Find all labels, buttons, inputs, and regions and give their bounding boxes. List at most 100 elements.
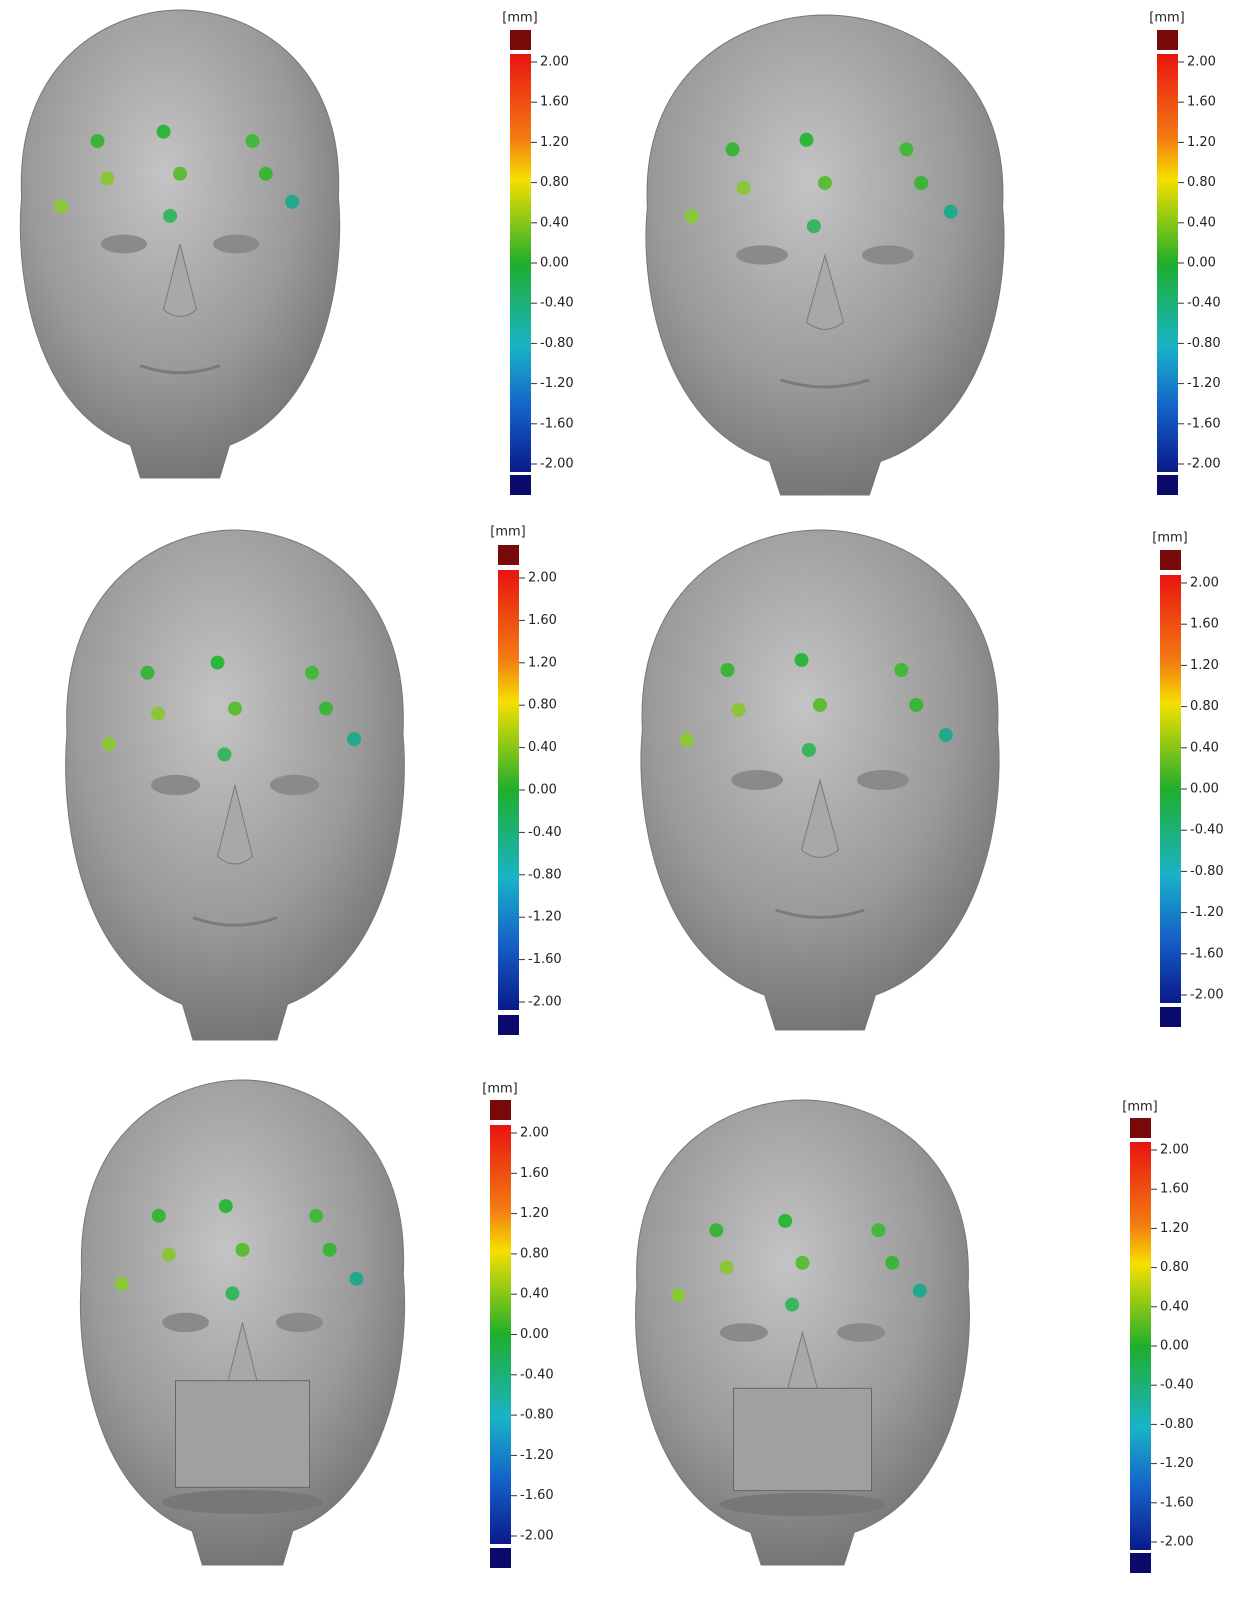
marker-spot [807, 219, 821, 233]
eye [736, 245, 788, 264]
tick-label: -1.60 [520, 1488, 554, 1503]
tick-label: -0.80 [1160, 1417, 1194, 1432]
tick-label: 1.20 [528, 655, 557, 670]
eye [862, 245, 914, 264]
overflow-high [1160, 550, 1181, 570]
marker-spot [157, 125, 171, 139]
marker-spot [685, 210, 699, 224]
marker-spot [141, 666, 155, 680]
eye [837, 1323, 885, 1342]
tick-label: 0.40 [1187, 215, 1216, 230]
unit-label: [mm] [1149, 11, 1184, 26]
tick-label: 2.00 [1187, 55, 1216, 70]
tick-label: -0.40 [520, 1367, 554, 1382]
marker-spot [115, 1277, 129, 1291]
marker-spot [795, 653, 809, 667]
overflow-low [490, 1548, 511, 1568]
tick-label: 0.80 [1190, 699, 1219, 714]
unit-label: [mm] [482, 1082, 517, 1097]
tick-label: -2.00 [1187, 457, 1221, 472]
color-scale [498, 570, 519, 1010]
marker-spot [796, 1256, 810, 1270]
tick-label: 1.60 [520, 1166, 549, 1181]
marker-spot [323, 1243, 337, 1257]
marker-spot [813, 698, 827, 712]
marker-spot [219, 1199, 233, 1213]
eye [101, 235, 147, 254]
overflow-low [1160, 1007, 1181, 1027]
figure: [mm] 2.00 1.60 1.20 0.80 0.40 0.00 -0.40 -0.80 -1… [0, 0, 1258, 1607]
tick-label: -1.20 [540, 376, 574, 391]
marker-spot [732, 703, 746, 717]
marker-spot [871, 1223, 885, 1237]
mouth-mask [734, 1388, 872, 1490]
tick-label: -0.80 [1190, 864, 1224, 879]
marker-spot [709, 1223, 723, 1237]
tick-label: 0.40 [1190, 740, 1219, 755]
tick-label: 2.00 [540, 55, 569, 70]
tick-label: 0.40 [528, 740, 557, 755]
panel: [mm]2.001.601.200.800.400.00-0.40-0.80-1… [20, 10, 573, 495]
color-scale [1130, 1142, 1151, 1550]
tick-label: -2.00 [528, 995, 562, 1010]
overflow-high [1157, 30, 1178, 50]
unit-label: [mm] [502, 11, 537, 26]
eye [270, 775, 319, 795]
mask-rim [162, 1490, 323, 1514]
marker-spot [885, 1256, 899, 1270]
tick-label: -1.20 [528, 910, 562, 925]
eye [151, 775, 200, 795]
marker-spot [680, 733, 694, 747]
tick-label: -0.80 [520, 1408, 554, 1423]
tick-label: 1.20 [540, 135, 569, 150]
tick-label: 1.60 [1187, 95, 1216, 110]
tick-label: 0.00 [1160, 1339, 1189, 1354]
tick-label: 2.00 [1190, 576, 1219, 591]
tick-label: -0.80 [1187, 336, 1221, 351]
tick-label: 0.40 [1160, 1299, 1189, 1314]
marker-spot [909, 698, 923, 712]
marker-spot [737, 181, 751, 195]
tick-label: -1.20 [1187, 376, 1221, 391]
tick-label: 0.80 [1160, 1260, 1189, 1275]
marker-spot [228, 702, 242, 716]
tick-label: 0.00 [520, 1327, 549, 1342]
eye [276, 1313, 323, 1332]
marker-spot [720, 1260, 734, 1274]
panel: [mm]2.001.601.200.800.400.00-0.40-0.80-1… [80, 1080, 553, 1568]
unit-label: [mm] [1152, 531, 1187, 546]
tick-label: 1.20 [1160, 1221, 1189, 1236]
marker-spot [721, 663, 735, 677]
panel: [mm]2.001.601.200.800.400.00-0.40-0.80-1… [641, 530, 1224, 1030]
tick-label: -1.60 [1190, 946, 1224, 961]
marker-spot [236, 1243, 250, 1257]
tick-label: -1.60 [1160, 1495, 1194, 1510]
tick-label: 2.00 [528, 571, 557, 586]
eye [857, 770, 909, 790]
tick-label: -0.40 [528, 825, 562, 840]
marker-spot [778, 1214, 792, 1228]
panel: [mm]2.001.601.200.800.400.00-0.40-0.80-1… [66, 525, 562, 1041]
marker-spot [800, 133, 814, 147]
marker-spot [894, 663, 908, 677]
overflow-high [498, 545, 519, 565]
marker-spot [944, 205, 958, 219]
eye [731, 770, 783, 790]
mouth-mask [176, 1381, 310, 1488]
tick-label: -1.20 [1160, 1456, 1194, 1471]
tick-label: 1.60 [540, 95, 569, 110]
overflow-high [1130, 1118, 1151, 1138]
panel: [mm]2.001.601.200.800.400.00-0.40-0.80-1… [646, 11, 1221, 496]
marker-spot [914, 176, 928, 190]
marker-spot [671, 1288, 685, 1302]
marker-spot [91, 134, 105, 148]
tick-label: 0.80 [520, 1246, 549, 1261]
marker-spot [225, 1286, 239, 1300]
marker-spot [899, 142, 913, 156]
tick-label: -1.60 [528, 952, 562, 967]
marker-spot [151, 707, 165, 721]
eye [720, 1323, 768, 1342]
tick-label: 2.00 [1160, 1143, 1189, 1158]
overflow-low [498, 1015, 519, 1035]
marker-spot [802, 743, 816, 757]
